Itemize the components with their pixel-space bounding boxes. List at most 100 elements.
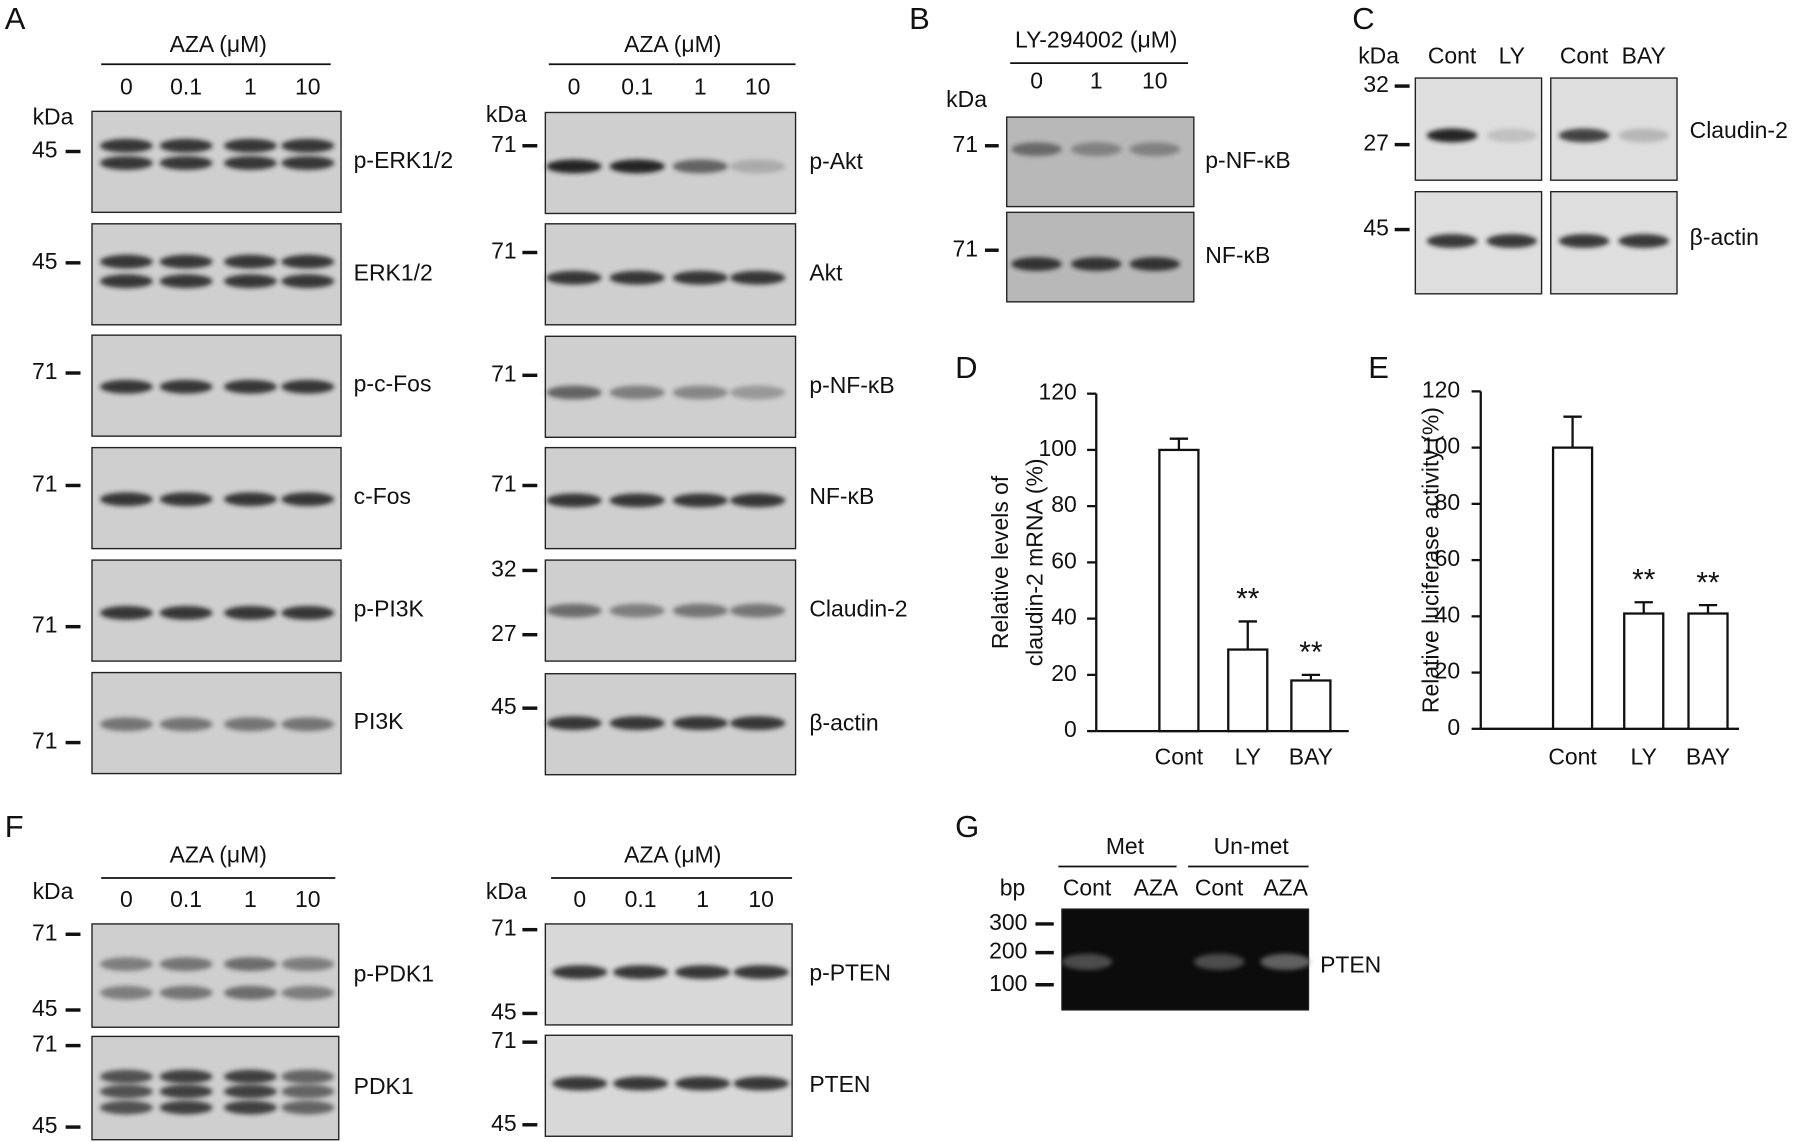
protein-band [281,138,335,153]
dna-band [1193,953,1245,970]
size-marker: 71 [491,1027,517,1053]
lane-label: 10 [748,886,774,912]
blot-membrane [1006,116,1195,208]
size-marker: 71 [32,612,58,638]
protein-band [546,493,602,508]
lane-label: 0.1 [170,73,202,99]
y-axis-label: Relative luciferase activity (%) [1418,407,1444,713]
y-tick-label: 120 [1422,376,1460,402]
protein-band [223,492,277,507]
y-tick-label: 80 [1051,491,1077,517]
size-marker: 45 [491,1110,517,1136]
size-marker: 45 [32,137,58,163]
protein-band [546,270,602,285]
protein-band [223,1069,277,1084]
size-marker: 71 [32,358,58,384]
blot-label: PDK1 [354,1073,414,1099]
panel-letter: A [5,1,26,36]
protein-band [730,270,786,285]
protein-band [1558,128,1610,143]
lane-label: Cont [1195,875,1244,901]
protein-band [100,717,153,732]
significance: ** [1299,636,1323,669]
x-tick-label: BAY [1289,744,1333,770]
protein-band [223,957,277,971]
protein-band [609,493,665,508]
lane-label: 0 [1030,68,1043,94]
blot-header: AZA (μM) [170,841,267,867]
gel-label: PTEN [1320,951,1381,977]
protein-band [1426,234,1478,248]
y-tick-label: 20 [1435,658,1461,684]
blot-label: c-Fos [354,483,411,509]
protein-band [1129,142,1181,157]
panel-letter: D [955,350,977,385]
kda-label: kDa [486,101,527,127]
lane-label: 0.1 [170,886,202,912]
protein-band [730,716,786,730]
protein-band [1129,257,1181,271]
protein-band [609,159,665,174]
protein-band [281,274,335,289]
size-marker: 71 [953,131,979,157]
kda-label: kDa [1358,42,1399,68]
blot-label: Claudin-2 [1690,117,1788,143]
lane-label: 0 [120,73,133,99]
bar [1290,679,1332,733]
bar [1551,446,1594,730]
blot-membrane [1414,77,1543,181]
protein-band [281,985,335,1000]
protein-band [159,1069,213,1084]
blot-label: ERK1/2 [354,259,433,285]
blot-label: PTEN [809,1071,870,1097]
lane-label: Cont [1063,875,1112,901]
protein-band [1486,128,1537,143]
lane-label: AZA [1263,875,1308,901]
significance: ** [1236,583,1260,616]
protein-band [672,385,728,400]
protein-band [159,492,213,507]
size-marker: 71 [953,235,979,261]
lane-label: 10 [745,73,771,99]
protein-band [281,957,335,971]
protein-band [675,1076,731,1091]
bar [1687,612,1729,730]
kda-label: kDa [486,878,527,904]
size-marker: 71 [32,919,58,945]
protein-band [1618,234,1669,248]
protein-band [609,385,665,400]
protein-band [281,1084,335,1099]
size-marker: 300 [989,909,1027,935]
protein-band [281,492,335,507]
protein-band [1071,142,1122,157]
size-marker: 71 [32,1031,58,1057]
size-marker: 32 [1363,71,1389,97]
protein-band [281,717,335,732]
size-marker: 71 [32,728,58,754]
blot-header: AZA (μM) [624,31,721,57]
protein-band [159,274,213,289]
size-marker: 45 [32,248,58,274]
bar [1227,648,1269,733]
size-marker: 45 [491,693,517,719]
protein-band [100,492,153,507]
protein-band [159,1100,213,1115]
lane-label: 10 [295,886,321,912]
protein-band [281,156,335,170]
lane-label: Cont [1428,42,1477,68]
x-tick-label: LY [1235,744,1261,770]
lane-label: BAY [1622,42,1666,68]
size-marker: 27 [491,620,517,646]
protein-band [281,1069,335,1084]
protein-band [281,379,335,394]
protein-band [223,1100,277,1115]
bar [1158,448,1200,733]
size-marker: 32 [491,555,517,581]
lane-label: 0.1 [621,73,653,99]
blot-label: p-NF-κB [1205,147,1290,173]
y-tick-label: 0 [1064,716,1077,742]
blot-membrane [91,923,340,1028]
protein-band [100,138,153,153]
blot-label: NF-κB [1205,242,1270,268]
